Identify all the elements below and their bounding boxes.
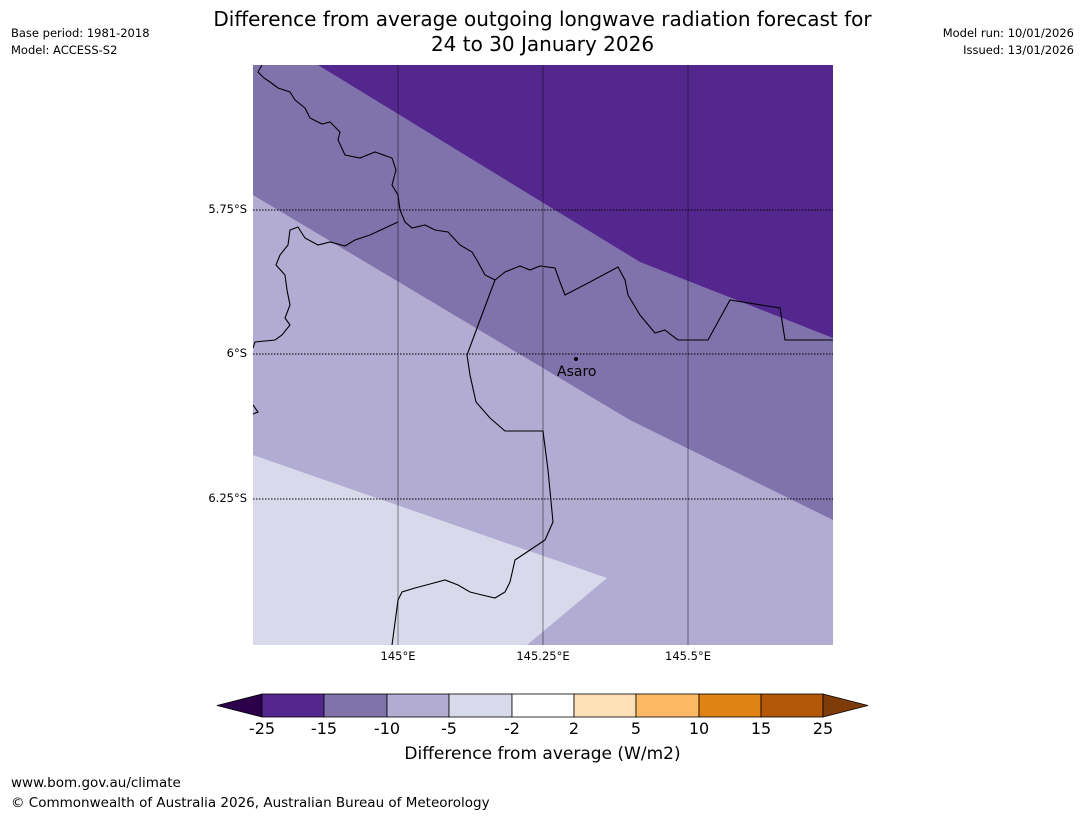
- boundary-central: [391, 279, 554, 645]
- header-left-meta: Base period: 1981-2018 Model: ACCESS-S2: [11, 25, 150, 59]
- boundary-west: [253, 221, 399, 349]
- region-minus2-minus5: [253, 455, 607, 645]
- colorbar-segment-5: [511, 693, 575, 718]
- colorbar-arrow-high: [822, 693, 869, 718]
- place-label-asaro: Asaro: [557, 364, 597, 380]
- colorbar-segment-8: [698, 693, 762, 718]
- model-run-text: Model run: 10/01/2026: [942, 26, 1074, 40]
- colorbar-tick: 25: [812, 719, 834, 738]
- colorbar-tick: -5: [441, 719, 457, 738]
- lon-label-145-5e: 145.5°E: [665, 649, 711, 663]
- colorbar-tick: -25: [248, 719, 276, 738]
- colorbar-tick: 15: [750, 719, 772, 738]
- base-period-text: Base period: 1981-2018: [11, 26, 150, 40]
- lat-label-5-75s: 5.75°S: [208, 202, 247, 216]
- colorbar: [216, 693, 869, 718]
- lon-label-145-25e: 145.25°E: [516, 649, 570, 663]
- lon-label-145e: 145°E: [380, 649, 416, 663]
- colorbar-segment-3: [386, 693, 450, 718]
- colorbar-label: Difference from average (W/m2): [404, 744, 681, 764]
- colorbar-tick: -2: [504, 719, 520, 738]
- colorbar-segment-6: [573, 693, 637, 718]
- meridian-lines: [397, 65, 689, 645]
- region-minus15-minus25: [318, 65, 833, 338]
- title-line-2: 24 to 30 January 2026: [430, 32, 655, 56]
- colorbar-arrow-low: [216, 693, 263, 718]
- province-boundaries: [253, 65, 833, 645]
- colorbar-segment-7: [635, 693, 700, 718]
- colorbar-segment-2: [323, 693, 388, 718]
- colorbar-segment-9: [760, 693, 824, 718]
- title-line-1: Difference from average outgoing longwav…: [213, 7, 872, 31]
- colorbar-tick: 2: [568, 719, 580, 738]
- model-text: Model: ACCESS-S2: [11, 43, 118, 57]
- lat-label-6-25s: 6.25°S: [208, 491, 247, 505]
- footer-url[interactable]: www.bom.gov.au/climate: [11, 775, 181, 791]
- lat-label-6s: 6°S: [226, 346, 247, 360]
- parallel-lines: [253, 209, 833, 500]
- colorbar-segment-4: [448, 693, 513, 718]
- colorbar-tick: -10: [373, 719, 401, 738]
- colorbar-tick: -15: [310, 719, 338, 738]
- colorbar-tick: 5: [630, 719, 642, 738]
- boundary-west-stub: [253, 404, 259, 415]
- colorbar-tick: 10: [688, 719, 710, 738]
- issued-text: Issued: 13/01/2026: [963, 43, 1074, 57]
- map-title: Difference from average outgoing longwav…: [180, 7, 905, 57]
- footer-copyright: © Commonwealth of Australia 2026, Austra…: [11, 795, 490, 811]
- boundary-north: [257, 65, 833, 341]
- colorbar-segment-1: [261, 693, 325, 718]
- asaro-marker: [574, 357, 578, 361]
- map-panel: [253, 65, 833, 645]
- header-right-meta: Model run: 10/01/2026 Issued: 13/01/2026: [943, 25, 1074, 59]
